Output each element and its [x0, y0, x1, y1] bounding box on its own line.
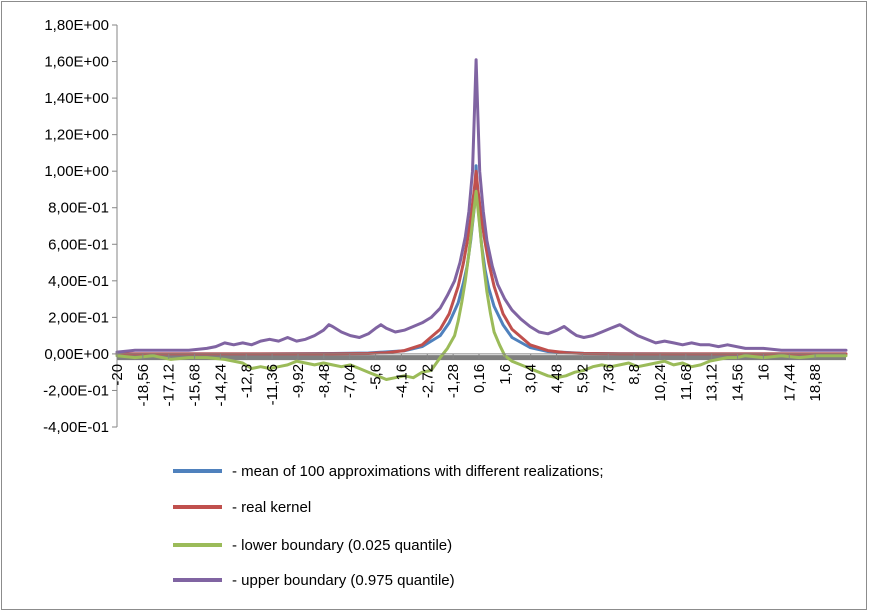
x-tick-label: 0,16: [471, 364, 488, 393]
x-tick-label: -11,36: [264, 364, 281, 405]
legend-entry-label: - real kernel: [232, 499, 311, 516]
x-tick-label: 10,24: [652, 364, 669, 402]
x-tick-label: 5,92: [574, 364, 591, 393]
y-tick-label: 4,00E-01: [48, 273, 109, 290]
x-tick-label: -18,56: [135, 364, 152, 407]
x-tick-label: 17,44: [781, 364, 798, 402]
x-tick-label: 4,48: [549, 364, 566, 393]
x-tick-label: -5,6: [368, 364, 385, 390]
y-tick-label: -4,00E-01: [43, 419, 109, 436]
x-tick-label: -7,04: [342, 364, 359, 398]
x-tick-label: 1,6: [497, 364, 514, 385]
x-tick-label: -2,72: [419, 364, 436, 398]
x-tick-label: -1,28: [445, 364, 462, 398]
x-tick-label: 18,88: [807, 364, 824, 402]
y-tick-label: 1,00E+00: [44, 163, 109, 180]
lower-boundary-series-line: [115, 189, 848, 381]
y-axis-labels: 1,80E+00 1,60E+00 1,40E+00 1,20E+00 1,00E+00…: [43, 17, 109, 436]
x-tick-label: -12,8: [238, 364, 255, 398]
x-tick-label: 16: [755, 364, 772, 381]
x-axis-labels: -20 -18,56 -17,12 -15,68 -14,24 -12,8 -11,36 -9…: [109, 364, 824, 407]
x-tick-label: -9,92: [290, 364, 307, 398]
legend-entry-label: - mean of 100 approximations with differ…: [232, 463, 604, 480]
legend-entry-label: - upper boundary (0.975 quantile): [232, 572, 455, 589]
axes: [112, 24, 846, 428]
x-tick-label: 3,04: [523, 364, 540, 393]
y-tick-label: 2,00E-01: [48, 309, 109, 326]
x-tick-label: 8,8: [626, 364, 643, 385]
x-tick-label: 14,56: [730, 364, 747, 402]
y-tick-label: -2,00E-01: [43, 382, 109, 399]
y-tick-label: 1,40E+00: [44, 90, 109, 107]
y-tick-label: 1,20E+00: [44, 127, 109, 144]
legend-entry-label: - lower boundary (0.025 quantile): [232, 537, 452, 554]
legend: - mean of 100 approximations with differ…: [173, 463, 604, 589]
y-tick-label: 1,60E+00: [44, 54, 109, 71]
real-kernel-series-line: [115, 169, 848, 356]
y-tick-label: 1,80E+00: [44, 17, 109, 34]
y-tick-label: 8,00E-01: [48, 200, 109, 217]
x-tick-label: -20: [109, 364, 126, 386]
plot-lines: [115, 58, 848, 381]
x-tick-label: -8,48: [316, 364, 333, 398]
x-tick-label: -4,16: [393, 364, 410, 398]
x-tick-label: 11,68: [678, 364, 695, 400]
x-tick-label: 7,36: [600, 364, 617, 393]
y-tick-label: 0,00E+00: [44, 346, 109, 363]
x-tick-label: 13,12: [704, 364, 721, 402]
upper-boundary-series-line: [115, 58, 848, 354]
x-tick-label: -14,24: [212, 364, 229, 407]
y-tick-label: 6,00E-01: [48, 236, 109, 253]
x-tick-label: -15,68: [187, 364, 204, 407]
x-tick-label: -17,12: [161, 364, 178, 407]
